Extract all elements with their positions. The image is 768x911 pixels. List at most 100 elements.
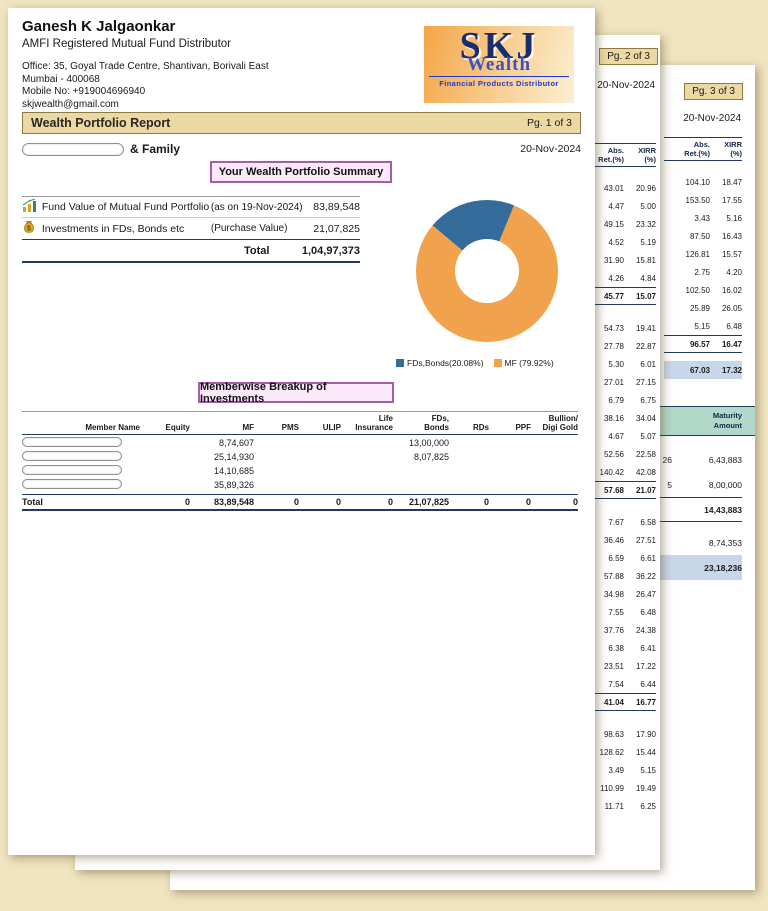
summary-row-fd: $ Investments in FDs, Bonds etc (Purchas…: [22, 218, 360, 240]
xirr-value: 18.47: [721, 177, 742, 187]
returns-row: 87.50 16.43: [664, 227, 742, 245]
abs-return-value: 54.73: [603, 323, 624, 333]
money-bag-icon: $: [22, 220, 42, 237]
abs-return-value: 7.67: [608, 517, 624, 527]
xirr-value: 5.19: [640, 237, 656, 247]
xirr-value: 16.47: [721, 339, 742, 349]
abs-return-value: 104.10: [685, 177, 710, 187]
abs-return-value: 5.15: [694, 321, 710, 331]
abs-return-value: 52.56: [603, 449, 624, 459]
summary-label: Investments in FDs, Bonds etc: [41, 222, 185, 235]
returns-row: 104.10 18.47: [664, 173, 742, 191]
returns-row: 54.73 19.41: [580, 319, 656, 337]
legend-label: MF (79.92%): [504, 358, 554, 368]
returns-row: 4.26 4.84: [580, 269, 656, 287]
returns-row: 25.89 26.05: [664, 299, 742, 317]
abs-return-value: 27.78: [603, 341, 624, 351]
returns-row: 126.81 15.57: [664, 245, 742, 263]
rds-total: 0: [483, 497, 489, 507]
portfolio-summary-table: Fund Value of Mutual Fund Portfolio (as …: [22, 196, 360, 263]
returns-row: 38.16 34.04: [580, 409, 656, 427]
redacted-client-name: [22, 142, 124, 156]
returns-row: 52.56 22.58: [580, 445, 656, 463]
xirr-value: 15.44: [635, 747, 656, 757]
abs-return-value: 98.63: [603, 729, 624, 739]
xirr-column-header: XIRR (%): [724, 140, 742, 158]
fds-bonds-value: 13,00,000: [408, 437, 449, 448]
returns-row: 6.59 6.61: [580, 549, 656, 567]
column-header: FDs, Bonds: [424, 414, 449, 432]
skj-wealth-logo: SKJ Wealth Financial Products Distributo…: [424, 26, 574, 103]
ppf-total: 0: [525, 497, 531, 507]
summary-value: 21,07,825: [313, 222, 360, 235]
report-title: Wealth Portfolio Report: [31, 116, 171, 130]
maturity-row: 5 8,00,000: [630, 472, 742, 497]
xirr-value: 34.04: [635, 413, 656, 423]
xirr-value: 15.57: [721, 249, 742, 259]
cut-off-value: 5: [667, 479, 672, 490]
xirr-value: 6.48: [640, 607, 656, 617]
maturity-row: 14,43,883: [630, 497, 742, 522]
returns-row: 23.51 17.22: [580, 657, 656, 675]
returns-row: 31.90 15.81: [580, 251, 656, 269]
maturity-row: 26 6,43,883: [630, 447, 742, 472]
returns-row: 4.47 5.00: [580, 197, 656, 215]
legend-swatch: [493, 359, 502, 367]
xirr-value: 6.25: [640, 801, 656, 811]
xirr-value: 22.58: [635, 449, 656, 459]
xirr-value: 22.87: [635, 341, 656, 351]
column-header: PPF: [515, 423, 531, 432]
member-table-total-row: Total 0 83,89,548 0 0 0 21,07,825 0 0 0: [22, 494, 578, 511]
abs-return-value: 49.15: [603, 219, 624, 229]
mf-value: 8,74,607: [218, 437, 254, 448]
returns-row: 34.98 26.47: [580, 585, 656, 603]
abs-return-value: 23.51: [603, 661, 624, 671]
maturity-row: 8,74,353: [630, 530, 742, 555]
distributor-address-1: Office: 35, Goyal Trade Centre, Shantiva…: [22, 61, 269, 72]
legend-item: MF (79.92%): [493, 358, 554, 368]
redacted-member-name: [22, 450, 122, 461]
page-3-date: 20-Nov-2024: [683, 113, 741, 124]
bullion-total: 0: [572, 497, 578, 507]
column-header: Equity: [165, 423, 190, 432]
column-header: Member Name: [85, 423, 140, 432]
member-row: 14,10,685: [22, 464, 578, 477]
xirr-value: 17.55: [721, 195, 742, 205]
summary-total-value: 1,04,97,373: [301, 244, 360, 257]
xirr-value: 16.43: [721, 231, 742, 241]
returns-row: 6.38 6.41: [580, 639, 656, 657]
returns-row: 7.55 6.48: [580, 603, 656, 621]
member-breakup-heading: Memberwise Breakup of Investments: [198, 381, 394, 405]
maturity-amount: 8,74,353: [708, 537, 742, 548]
returns-row: 128.62 15.44: [580, 743, 656, 761]
abs-return-value: 87.50: [689, 231, 710, 241]
report-title-bar: Wealth Portfolio Report Pg. 1 of 3: [22, 112, 581, 134]
returns-row: 4.67 5.07: [580, 427, 656, 445]
xirr-value: 4.20: [726, 267, 742, 277]
distributor-header: Ganesh K Jalgaonkar AMFI Registered Mutu…: [22, 18, 269, 111]
xirr-value: 6.01: [640, 359, 656, 369]
ulip-total: 0: [335, 497, 341, 507]
xirr-value: 17.22: [635, 661, 656, 671]
abs-return-value: 5.30: [608, 359, 624, 369]
returns-row: 45.77 15.07: [580, 287, 656, 305]
xirr-value: 23.32: [635, 219, 656, 229]
xirr-value: 6.44: [640, 679, 656, 689]
redacted-member-name: [22, 478, 122, 489]
xirr-value: 24.38: [635, 625, 656, 635]
column-header: Life Insurance: [355, 414, 393, 432]
xirr-value: 27.15: [635, 377, 656, 387]
summary-row-mf: Fund Value of Mutual Fund Portfolio (as …: [22, 196, 360, 218]
xirr-value: 4.84: [640, 273, 656, 283]
xirr-value: 17.32: [721, 365, 742, 375]
distributor-title: AMFI Registered Mutual Fund Distributor: [22, 38, 231, 50]
distributor-address-2: Mumbai - 400068: [22, 73, 100, 85]
mf-value: 35,89,326: [213, 479, 254, 490]
xirr-value: 26.05: [721, 303, 742, 313]
xirr-value: 16.02: [721, 285, 742, 295]
redacted-member-name: [22, 436, 122, 447]
abs-return-value: 2.75: [694, 267, 710, 277]
xirr-value: 6.61: [640, 553, 656, 563]
summary-total-row: Total 1,04,97,373: [22, 240, 360, 263]
